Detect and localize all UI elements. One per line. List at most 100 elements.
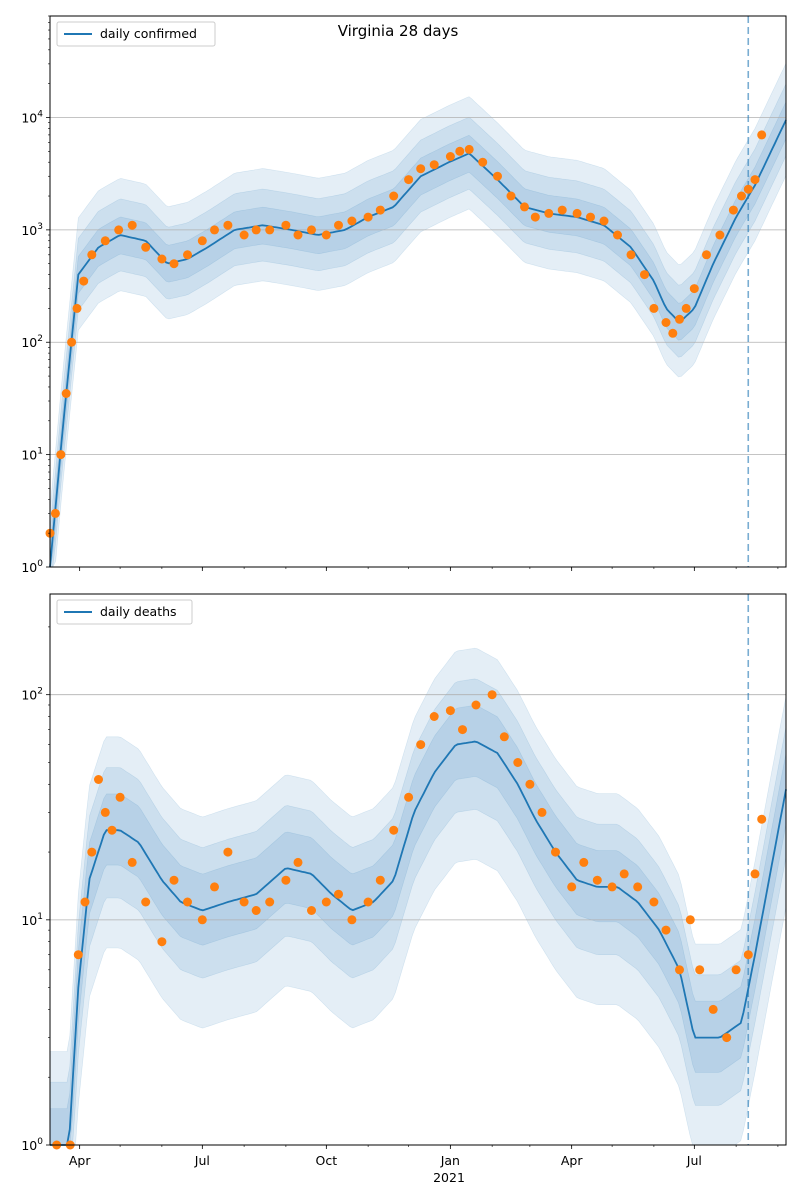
observed-point xyxy=(525,779,535,789)
observed-point xyxy=(681,303,691,313)
observed-point xyxy=(750,869,760,879)
axes-frame-confirmed xyxy=(49,15,787,568)
observed-point xyxy=(197,236,207,246)
observed-point xyxy=(661,318,671,327)
bands-deaths xyxy=(49,647,787,1146)
observed-point xyxy=(223,220,233,230)
bands-confirmed xyxy=(49,63,787,568)
observed-point xyxy=(416,740,426,750)
observed-point xyxy=(389,191,399,201)
observed-point xyxy=(375,875,385,885)
observed-point xyxy=(363,897,373,907)
observed-point xyxy=(157,254,167,264)
observed-point xyxy=(251,906,261,915)
observed-point xyxy=(675,314,684,324)
grid-deaths xyxy=(50,694,786,921)
observed-point xyxy=(586,212,595,222)
legend-label-deaths: daily deaths xyxy=(100,604,177,619)
observed-point xyxy=(499,732,509,742)
observed-point xyxy=(689,284,699,294)
observed-point xyxy=(731,965,741,975)
observed-point xyxy=(169,259,179,269)
x-tick-label: Jul xyxy=(686,1153,702,1168)
fit-line xyxy=(50,740,787,1146)
observed-point xyxy=(715,230,725,240)
observed-point xyxy=(743,184,753,194)
observed-point xyxy=(334,889,343,899)
x-ticks-deaths: Apr Jul Oct Jan Apr Jul xyxy=(69,1145,779,1168)
legend-deaths: daily deaths xyxy=(56,599,193,625)
observed-point xyxy=(506,191,516,201)
y-tick-label: 100 xyxy=(21,559,43,575)
observed-point xyxy=(633,882,643,892)
observed-point xyxy=(557,205,567,215)
x-tick-label: Oct xyxy=(316,1153,338,1168)
y-tick-label: 104 xyxy=(21,109,43,125)
observed-point xyxy=(626,250,636,260)
observed-point xyxy=(445,706,455,716)
y-tick-label: 103 xyxy=(21,222,43,238)
observed-point xyxy=(619,869,629,879)
observed-point xyxy=(649,897,659,907)
observed-point xyxy=(87,250,97,260)
observed-point xyxy=(100,236,110,246)
observed-point xyxy=(464,144,474,154)
observed-point xyxy=(537,807,547,817)
observed-point xyxy=(210,225,219,235)
observed-point xyxy=(544,208,554,218)
observed-point xyxy=(551,847,560,857)
observed-point xyxy=(61,389,71,398)
observed-point xyxy=(429,160,439,170)
observed-point xyxy=(429,712,439,721)
fit-line-deaths xyxy=(50,740,787,1146)
observed-point xyxy=(404,175,414,185)
y-tick-label: 100 xyxy=(21,1137,43,1153)
observed-point xyxy=(702,250,711,260)
observed-point xyxy=(307,225,316,235)
observed-point xyxy=(72,303,82,313)
y-ticks-deaths: 100 101 102 xyxy=(21,626,50,1153)
observed-point xyxy=(347,915,357,925)
observed-point xyxy=(281,875,291,885)
observed-point xyxy=(487,690,497,700)
x-ticks-confirmed xyxy=(79,567,779,571)
x-tick-label: Jan xyxy=(440,1153,460,1168)
observed-point xyxy=(293,857,303,867)
observed-point xyxy=(127,220,137,230)
observed-point xyxy=(223,847,233,857)
observed-points-confirmed xyxy=(45,130,767,538)
observed-point xyxy=(94,775,103,784)
observed-point xyxy=(239,897,249,907)
observed-point xyxy=(293,230,303,240)
observed-point xyxy=(513,758,523,767)
observed-point xyxy=(107,825,117,835)
observed-point xyxy=(197,915,207,925)
observed-point xyxy=(572,208,582,218)
observed-point xyxy=(56,450,66,460)
observed-point xyxy=(695,965,705,975)
axes-frame-deaths xyxy=(49,593,787,1146)
observed-point xyxy=(169,875,179,885)
observed-point xyxy=(334,220,343,230)
observed-point xyxy=(708,1004,718,1014)
x-year-label: 2021 xyxy=(433,1170,465,1185)
y-tick-label: 102 xyxy=(21,334,43,350)
observed-point xyxy=(73,950,83,960)
observed-point xyxy=(661,925,671,935)
observed-point xyxy=(455,146,465,156)
observed-point xyxy=(115,792,125,802)
observed-point xyxy=(750,175,760,185)
y-tick-label: 101 xyxy=(21,447,43,463)
observed-point xyxy=(458,725,467,735)
observed-point xyxy=(493,171,502,181)
observed-point xyxy=(675,965,684,975)
observed-point xyxy=(613,230,622,240)
observed-point xyxy=(114,225,124,235)
observed-point xyxy=(141,897,151,907)
observed-point xyxy=(375,205,385,215)
observed-point xyxy=(416,164,426,174)
observed-point xyxy=(265,225,275,235)
observed-point xyxy=(599,216,609,226)
observed-point xyxy=(210,882,219,892)
